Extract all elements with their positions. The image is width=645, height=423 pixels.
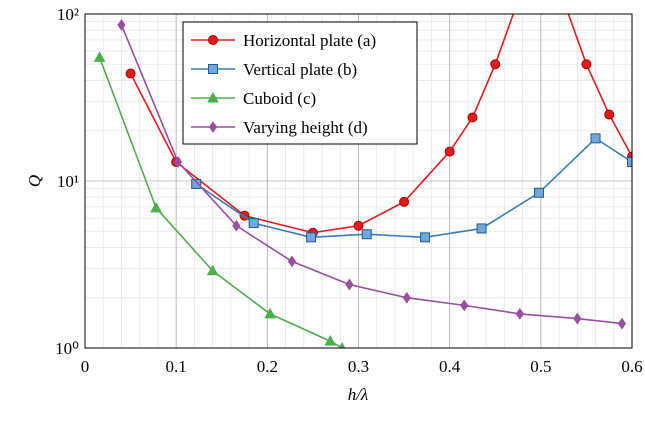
x-tick-label: 0.3 bbox=[348, 357, 369, 376]
marker bbox=[353, 220, 364, 231]
marker bbox=[460, 299, 469, 312]
marker bbox=[559, 0, 568, 5]
plot-frame bbox=[84, 13, 633, 349]
legend-label: Varying height (d) bbox=[243, 118, 368, 137]
legend-label: Horizontal plate (a) bbox=[243, 31, 376, 50]
marker bbox=[125, 68, 136, 79]
marker bbox=[490, 59, 501, 70]
marker bbox=[514, 0, 523, 5]
marker bbox=[208, 35, 218, 45]
marker bbox=[306, 232, 317, 243]
legend-label: Cuboid (c) bbox=[243, 89, 316, 108]
y-tick-label: 10² bbox=[57, 5, 79, 24]
marker bbox=[208, 121, 218, 133]
marker bbox=[173, 156, 183, 168]
marker bbox=[345, 278, 354, 291]
marker bbox=[444, 146, 455, 157]
marker bbox=[604, 109, 615, 120]
marker bbox=[420, 232, 431, 243]
marker bbox=[232, 219, 241, 232]
marker bbox=[150, 201, 162, 213]
marker bbox=[581, 59, 592, 70]
marker bbox=[515, 308, 524, 320]
marker bbox=[361, 229, 372, 240]
legend: Horizontal plate (a) Vertical plate (b) Cu… bbox=[182, 21, 418, 145]
marker bbox=[207, 91, 219, 103]
x-tick-label: 0.6 bbox=[621, 357, 642, 376]
series-line bbox=[195, 137, 632, 239]
y-tick-label: 10⁰ bbox=[55, 339, 79, 358]
y-tick-label: 10¹ bbox=[57, 172, 79, 191]
marker bbox=[264, 307, 276, 319]
x-tick-label: 0.1 bbox=[166, 357, 187, 376]
x-tick-label: 0.5 bbox=[530, 357, 551, 376]
marker bbox=[617, 317, 627, 330]
marker bbox=[399, 196, 410, 207]
marker bbox=[402, 291, 411, 304]
marker bbox=[206, 264, 219, 276]
marker bbox=[476, 223, 487, 234]
series-line bbox=[120, 24, 623, 325]
x-tick-label: 0 bbox=[81, 357, 90, 376]
marker bbox=[573, 312, 582, 325]
marker bbox=[117, 19, 126, 31]
plot-area bbox=[93, 0, 632, 348]
y-axis-label: Q bbox=[25, 175, 44, 187]
marker bbox=[93, 51, 106, 62]
x-tick-label: 0.2 bbox=[257, 357, 278, 376]
legend-box bbox=[182, 21, 418, 145]
legend-label: Vertical plate (b) bbox=[243, 60, 357, 79]
marker bbox=[324, 335, 337, 346]
x-axis-label: h/λ bbox=[348, 385, 369, 404]
x-tick-label: 0.4 bbox=[439, 357, 461, 376]
marker bbox=[208, 64, 218, 74]
marker bbox=[248, 218, 259, 229]
marker bbox=[287, 255, 297, 268]
marker bbox=[467, 112, 478, 123]
marker bbox=[191, 178, 202, 189]
marker bbox=[590, 133, 601, 144]
marker bbox=[534, 187, 545, 198]
marker bbox=[627, 156, 632, 167]
